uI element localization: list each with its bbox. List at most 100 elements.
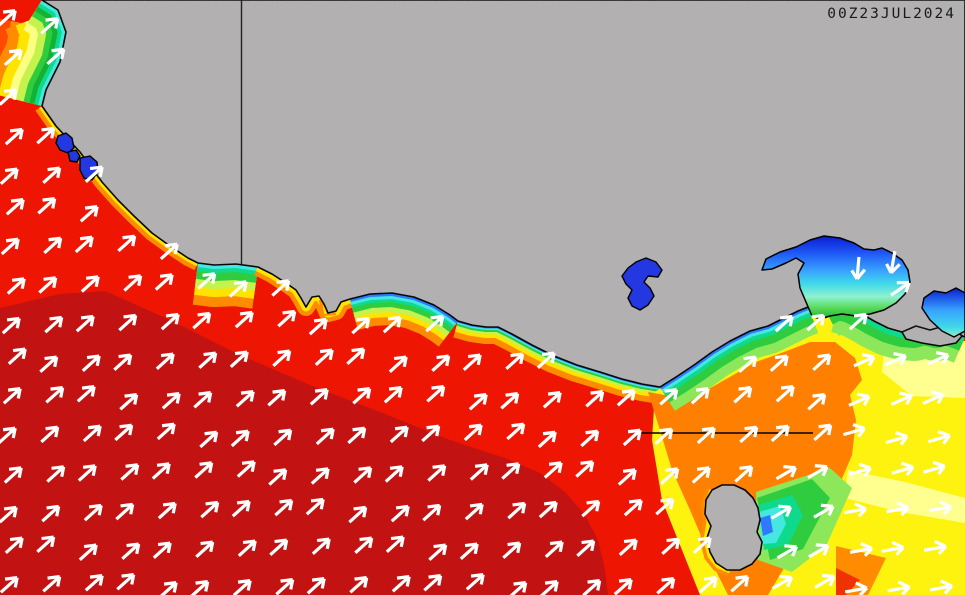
wind-arrow [613,578,633,595]
wind-arrow [36,535,56,553]
wind-arrow [622,428,642,447]
wind-arrow [389,425,409,444]
wind-arrow [842,423,866,438]
wind-arrow [0,88,18,106]
wind-arrow [2,387,22,405]
wind-arrow [922,460,946,476]
wind-arrow [74,235,94,254]
wind-arrow [0,167,19,185]
wind-arrow [929,579,954,595]
wind-arrow [115,502,135,521]
wind-arrow [581,499,601,518]
wind-arrow [696,426,716,445]
wind-arrow [305,497,325,516]
wind-arrow [660,467,680,485]
wind-arrow [770,424,790,443]
wind-arrow [75,314,95,333]
wind-arrow [505,352,525,370]
wind-arrow [275,578,295,595]
wind-arrow [0,426,17,445]
wind-arrow [771,574,793,590]
wind-arrow [464,502,484,521]
wind-arrow [38,276,58,294]
wind-arrow [151,462,171,480]
wind-arrow [3,48,23,67]
wind-arrow [655,497,675,516]
port-phillip-bay [761,235,911,320]
wind-arrow [538,500,558,519]
wind-arrow [428,543,448,561]
wind-arrow [890,391,913,406]
wind-arrow [274,498,294,517]
wind-arrow [808,543,830,559]
wind-arrow [76,385,96,403]
wind-arrow [156,422,176,441]
inland-lake [621,257,663,311]
wind-arrow [277,309,297,328]
wind-arrow [382,315,402,334]
dark-red-swell-zone [0,291,608,595]
wind-arrow [269,538,289,556]
wind-arrow [536,351,556,369]
wind-arrow [616,389,636,407]
wind-arrow [349,576,369,594]
wind-arrow [807,393,827,411]
wind-arrow [774,314,794,333]
wind-arrow [236,460,256,478]
wind-arrow [40,425,60,444]
wind-arrow [310,467,330,485]
wind-arrow [42,166,62,184]
wind-arrow [465,573,485,591]
wind-arrow [113,353,133,371]
wind-arrow [501,462,521,480]
wind-arrow [1,316,21,335]
wind-arrow [661,537,681,555]
wind-arrow [730,575,750,593]
wind-arrow [806,313,826,332]
wind-arrow [542,391,562,409]
wind-arrow [39,355,59,373]
wind-arrow [234,310,254,329]
wind-arrow [887,580,911,595]
wind-arrow [775,465,797,481]
wind-arrow [659,388,679,406]
wind-arrow [927,351,950,366]
wind-arrow [159,242,179,261]
wind-arrow [623,498,643,517]
wind-arrow [40,17,60,35]
wind-arrow [462,353,482,371]
wind-arrow [194,461,214,479]
wind-arrow [77,464,97,482]
wind-arrow [119,393,139,411]
wind-arrow [353,466,373,484]
wind-arrow [0,505,18,524]
wind-arrow [770,504,792,520]
wind-arrow [308,317,328,336]
wind-arrow [891,461,915,477]
wind-arrow [6,277,26,295]
wind-arrow [927,430,951,445]
wind-arrow [427,464,447,482]
wind-arrow [43,236,63,255]
wind-arrow [391,575,411,593]
wind-arrow [346,347,366,365]
wind-arrow [348,505,368,524]
wind-arrow [81,354,101,372]
wind-arrow [193,391,213,409]
wind-arrow [537,430,557,449]
wind-arrow [237,539,257,557]
wind-arrow [315,427,335,446]
wind-arrow [4,127,24,146]
wind-arrow [309,388,329,406]
wind-arrow [84,574,104,592]
wind-arrow [200,500,220,519]
wind-arrow [734,465,754,483]
wind-arrow [36,126,56,145]
wind-arrow [154,273,174,291]
wind-arrow [385,535,405,553]
wind-arrow [463,423,483,442]
wind-arrow [4,536,24,554]
wind-arrow [235,390,255,408]
wind-arrow [507,501,527,520]
